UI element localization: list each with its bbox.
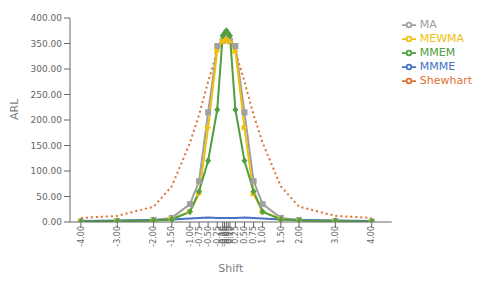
svg-text:2.00: 2.00 xyxy=(295,226,304,244)
svg-text:100.00: 100.00 xyxy=(31,166,63,176)
svg-text:1.50: 1.50 xyxy=(277,226,286,244)
svg-text:1.00: 1.00 xyxy=(258,226,267,244)
svg-text:-2.00: -2.00 xyxy=(149,226,158,247)
svg-text:-1.50: -1.50 xyxy=(167,226,176,247)
html-text:MA: MA xyxy=(419,18,437,31)
svg-text:0.00: 0.00 xyxy=(42,217,62,227)
svg-text:150.00: 150.00 xyxy=(31,141,63,151)
svg-text:0.75: 0.75 xyxy=(249,226,258,244)
html-text:Shewhart: Shewhart xyxy=(419,74,472,87)
svg-text:350.00: 350.00 xyxy=(31,39,63,49)
svg-text:300.00: 300.00 xyxy=(31,64,63,74)
svg-text:Shift: Shift xyxy=(218,262,244,275)
svg-text:4.00: 4.00 xyxy=(367,226,376,244)
svg-text:-0.75: -0.75 xyxy=(195,226,204,247)
svg-text:250.00: 250.00 xyxy=(31,90,63,100)
html-text:MEWMA: MEWMA xyxy=(419,32,465,45)
svg-text:-0.50: -0.50 xyxy=(204,226,213,247)
svg-text:-3.00: -3.00 xyxy=(113,226,122,247)
svg-text:0.50: 0.50 xyxy=(240,226,249,244)
svg-text:0.25: 0.25 xyxy=(231,226,240,244)
svg-text:-4.00: -4.00 xyxy=(77,226,86,247)
html-text:MMME: MMME xyxy=(419,60,456,73)
svg-text:50.00: 50.00 xyxy=(36,192,62,202)
svg-text:ARL: ARL xyxy=(8,98,21,120)
html-text:MMEM: MMEM xyxy=(419,46,456,59)
svg-text:-1.00: -1.00 xyxy=(186,226,195,247)
svg-text:400.00: 400.00 xyxy=(31,13,63,23)
svg-text:200.00: 200.00 xyxy=(31,115,63,125)
svg-text:3.00: 3.00 xyxy=(331,226,340,244)
